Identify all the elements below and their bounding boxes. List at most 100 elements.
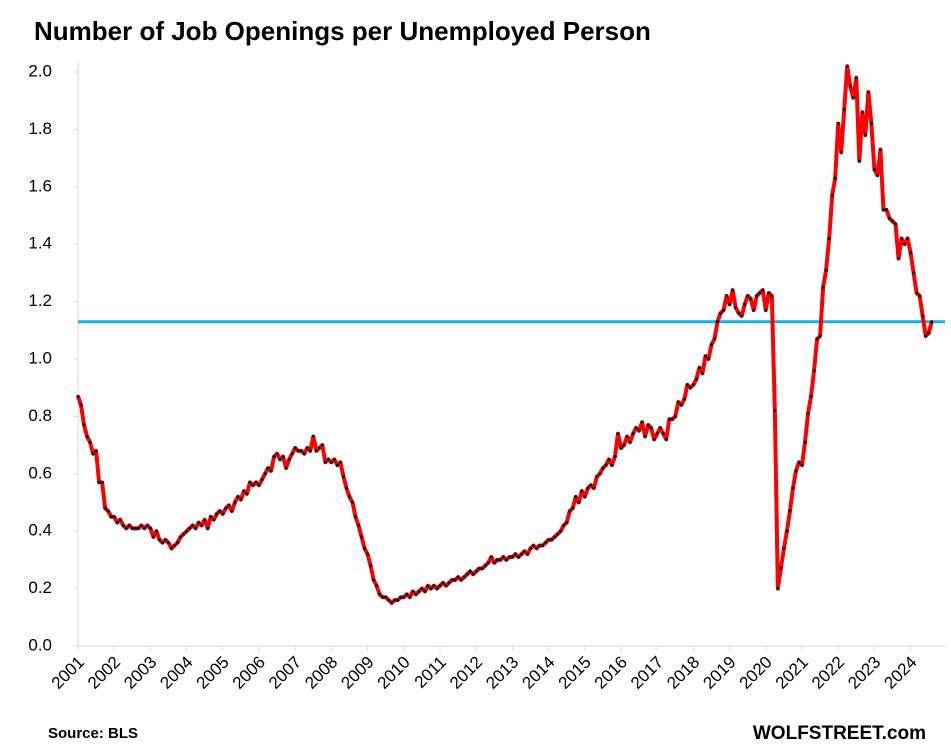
- data-point: [752, 308, 756, 312]
- data-point: [794, 469, 798, 473]
- data-point: [709, 343, 714, 347]
- data-point: [459, 578, 463, 582]
- data-point: [151, 535, 156, 539]
- data-point: [519, 552, 524, 556]
- data-point: [755, 294, 759, 298]
- data-point: [387, 598, 391, 602]
- data-point: [785, 529, 789, 533]
- data-point: [405, 592, 409, 596]
- data-point: [583, 495, 587, 499]
- data-point: [562, 523, 566, 528]
- data-point: [764, 308, 768, 312]
- data-point: [191, 523, 195, 528]
- data-point: [218, 509, 222, 513]
- data-point: [857, 159, 861, 163]
- data-point: [909, 251, 913, 255]
- data-point: [667, 417, 671, 421]
- data-point: [890, 219, 895, 223]
- data-point: [384, 595, 388, 599]
- data-point: [495, 558, 499, 562]
- data-point: [604, 463, 608, 467]
- data-point: [770, 294, 774, 298]
- data-point: [574, 495, 578, 499]
- data-point: [718, 311, 723, 315]
- data-point: [293, 446, 297, 450]
- data-point: [559, 529, 563, 533]
- data-point: [323, 460, 327, 464]
- data-point: [715, 320, 720, 324]
- data-point: [724, 294, 729, 298]
- data-point: [233, 500, 237, 505]
- data-point: [550, 538, 554, 542]
- data-point: [94, 449, 98, 453]
- data-point: [815, 337, 819, 341]
- data-point: [263, 472, 267, 476]
- data-point: [598, 472, 602, 476]
- data-point: [806, 411, 810, 416]
- data-point: [299, 449, 303, 453]
- data-point: [540, 543, 545, 548]
- data-point: [329, 460, 333, 464]
- data-point: [619, 446, 623, 450]
- data-point: [637, 429, 641, 433]
- data-point: [749, 297, 753, 301]
- data-point: [399, 595, 403, 599]
- data-point: [79, 403, 83, 407]
- data-point: [486, 561, 490, 565]
- data-point: [905, 236, 910, 241]
- data-point: [866, 90, 870, 94]
- data-point: [580, 489, 584, 493]
- data-point: [432, 584, 436, 588]
- data-point: [148, 526, 152, 530]
- data-point: [462, 575, 466, 579]
- data-point: [712, 337, 717, 341]
- data-point: [393, 598, 397, 602]
- y-tick-label: 0.0: [28, 635, 52, 654]
- data-point: [456, 575, 460, 579]
- data-point: [224, 506, 228, 510]
- data-point: [115, 520, 119, 525]
- data-point: [121, 523, 125, 528]
- data-point: [918, 294, 922, 298]
- data-point: [188, 526, 192, 530]
- data-point: [344, 486, 349, 490]
- data-point: [516, 555, 521, 559]
- data-point: [728, 302, 732, 307]
- data-point: [203, 518, 207, 522]
- data-point: [628, 440, 632, 444]
- data-point: [97, 480, 101, 485]
- data-point: [513, 552, 518, 556]
- y-tick-label: 1.2: [28, 291, 52, 310]
- data-point: [531, 543, 536, 548]
- data-point: [788, 509, 792, 513]
- data-point: [378, 592, 382, 596]
- data-point: [118, 518, 122, 522]
- data-point: [613, 454, 617, 459]
- y-tick-label: 2.0: [28, 61, 52, 80]
- data-point: [160, 541, 165, 545]
- data-point: [556, 532, 560, 536]
- data-point: [366, 552, 370, 556]
- data-point: [510, 555, 514, 559]
- data-point: [112, 515, 116, 519]
- data-point: [157, 538, 162, 542]
- data-point: [320, 443, 324, 447]
- data-point: [525, 552, 530, 556]
- data-point: [426, 584, 430, 588]
- data-point: [833, 176, 837, 180]
- data-point: [465, 572, 469, 576]
- data-point: [685, 383, 689, 387]
- data-point: [381, 595, 385, 599]
- data-point: [414, 592, 418, 596]
- data-point: [902, 242, 907, 246]
- data-point: [821, 285, 825, 289]
- data-point: [691, 383, 696, 387]
- data-point: [145, 523, 149, 528]
- data-point: [438, 584, 442, 588]
- data-point: [272, 454, 276, 459]
- data-point: [534, 546, 539, 551]
- data-point: [326, 457, 330, 462]
- data-point: [402, 595, 406, 599]
